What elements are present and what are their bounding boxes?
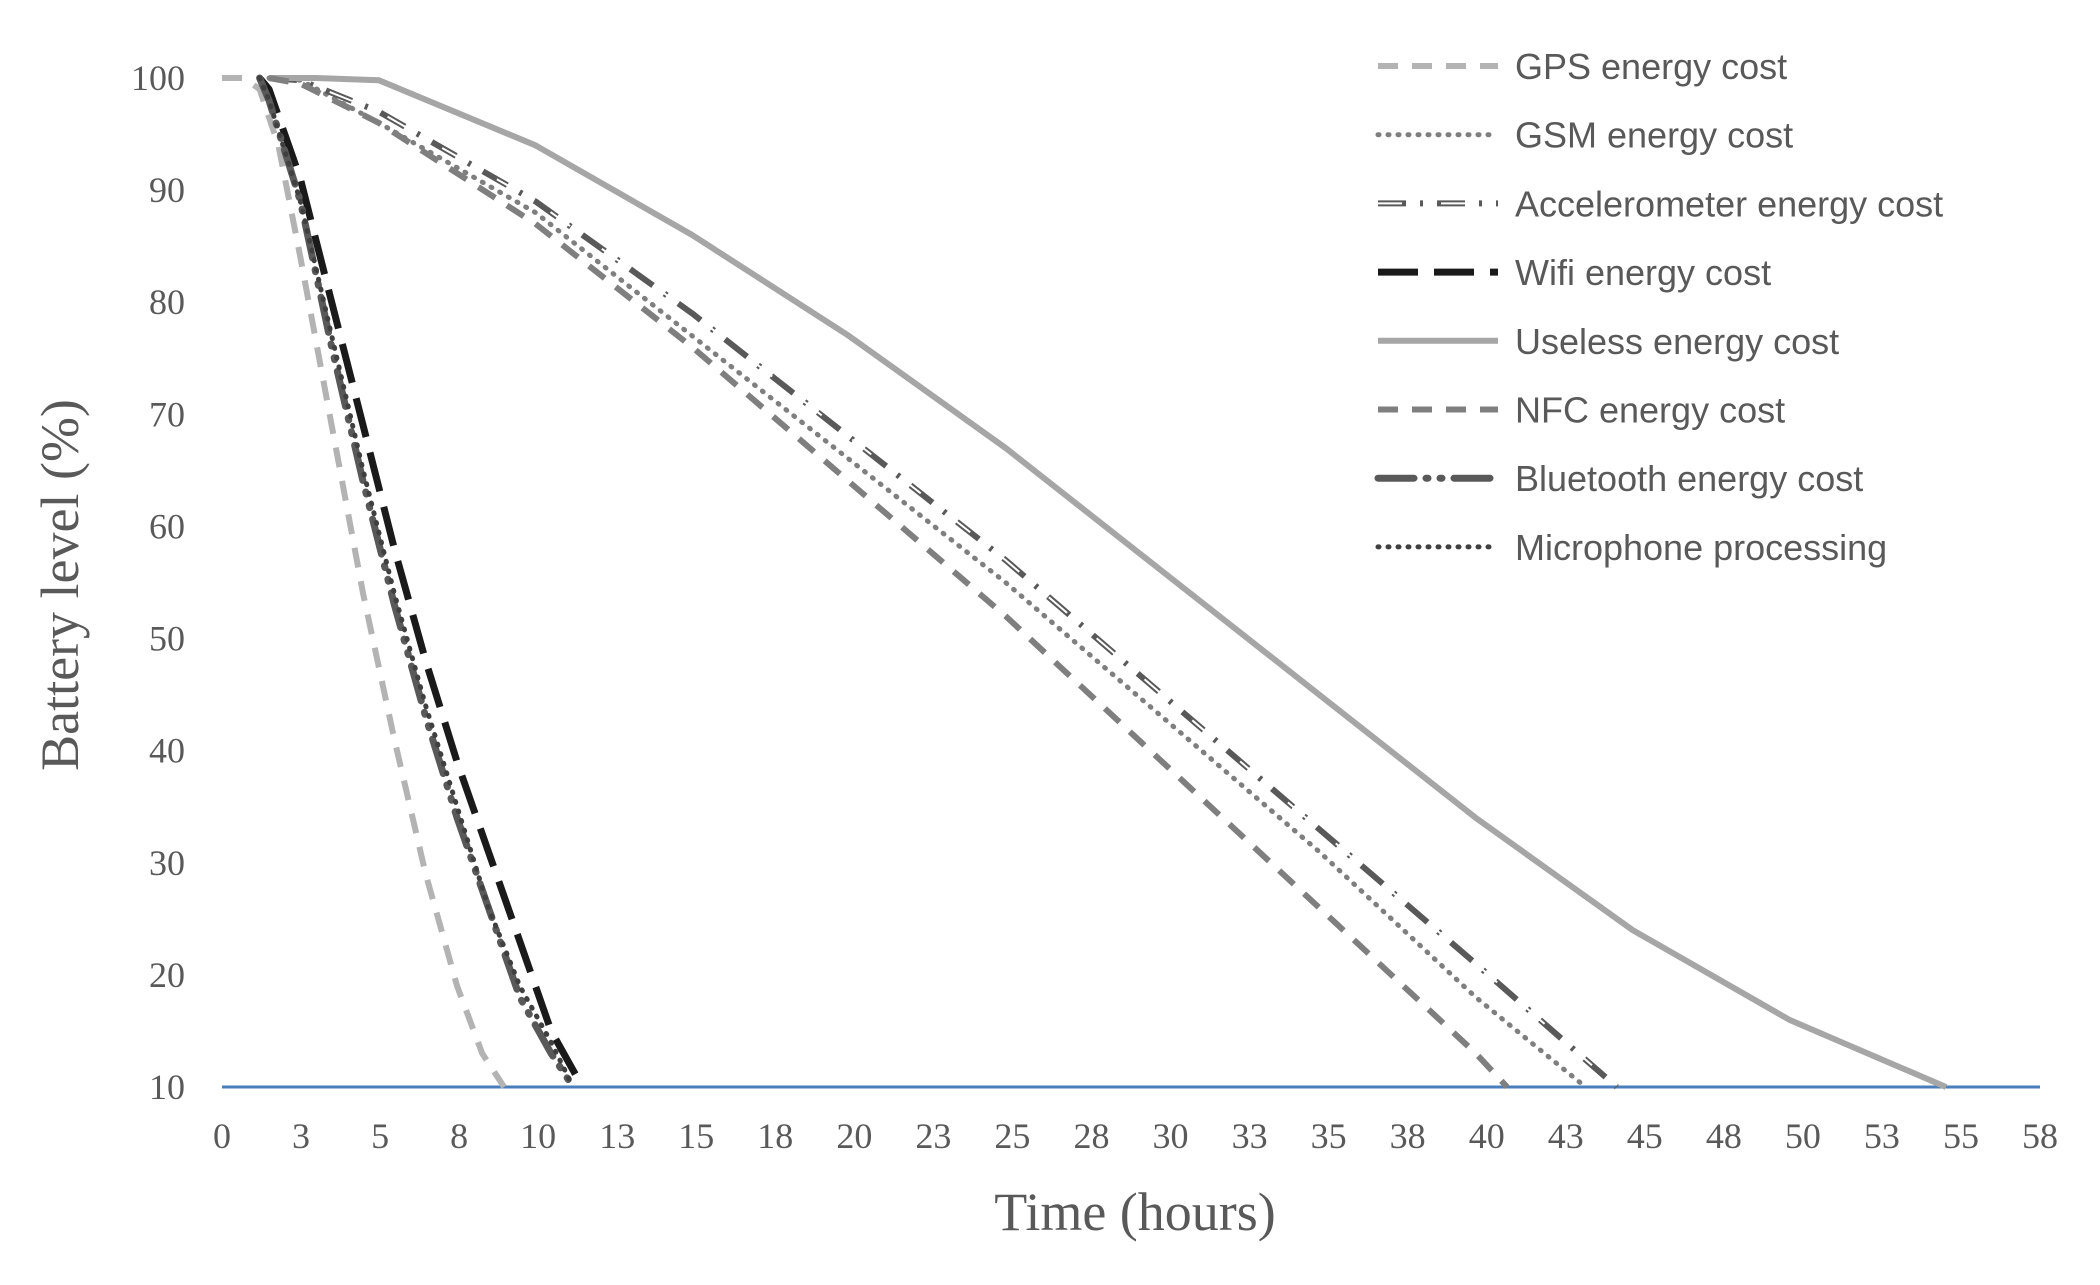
y-tick-label: 20 bbox=[149, 955, 185, 995]
legend-item: NFC energy cost bbox=[1378, 390, 1785, 431]
y-tick-label: 80 bbox=[149, 282, 185, 322]
y-tick-label: 60 bbox=[149, 506, 185, 546]
legend-label: GPS energy cost bbox=[1515, 46, 1787, 87]
legend-item: GSM energy cost bbox=[1375, 115, 1793, 156]
legend-label: Useless energy cost bbox=[1515, 321, 1839, 362]
x-tick-label: 40 bbox=[1469, 1116, 1505, 1156]
x-tick-label: 25 bbox=[994, 1116, 1030, 1156]
legend-label: GSM energy cost bbox=[1515, 115, 1793, 156]
y-tick-label: 50 bbox=[149, 619, 185, 659]
x-axis-title: Time (hours) bbox=[994, 1182, 1276, 1242]
series-line-nfc-energy-cost bbox=[268, 75, 1510, 1090]
y-tick-label: 10 bbox=[149, 1067, 185, 1107]
series-layer bbox=[222, 74, 1948, 1091]
y-tick-label: 70 bbox=[149, 394, 185, 434]
legend-item: Bluetooth energy cost bbox=[1374, 458, 1863, 499]
series-line-useless-energy-cost bbox=[269, 75, 1948, 1090]
x-tick-label: 35 bbox=[1311, 1116, 1347, 1156]
legend-item: Microphone processing bbox=[1375, 527, 1887, 568]
x-axis-ticks: 0 3 5 8 10 13 15 18 20 23 25 28 30 33 35 38 40 43 45 48 50 53… bbox=[213, 1116, 2058, 1156]
legend-item: Accelerometer energy cost bbox=[1378, 183, 1943, 224]
x-tick-label: 18 bbox=[757, 1116, 793, 1156]
x-tick-label: 30 bbox=[1153, 1116, 1189, 1156]
x-tick-label: 38 bbox=[1390, 1116, 1426, 1156]
legend-label: NFC energy cost bbox=[1515, 390, 1785, 431]
x-tick-label: 8 bbox=[450, 1116, 468, 1156]
x-tick-label: 10 bbox=[520, 1116, 556, 1156]
series-line-accelerometer-energy-cost bbox=[268, 75, 1619, 1090]
legend-item: GPS energy cost bbox=[1378, 46, 1787, 87]
x-tick-label: 58 bbox=[2022, 1116, 2058, 1156]
legend-label: Bluetooth energy cost bbox=[1515, 458, 1863, 499]
x-tick-label: 0 bbox=[213, 1116, 231, 1156]
legend: GPS energy cost GSM energy cost Accelerome… bbox=[1374, 46, 1943, 568]
y-axis-ticks: 10 20 30 40 50 60 70 80 90 100 bbox=[131, 58, 185, 1107]
x-tick-label: 45 bbox=[1627, 1116, 1663, 1156]
series-line-microphone-processing bbox=[257, 75, 576, 1090]
legend-label: Wifi energy cost bbox=[1515, 252, 1771, 293]
legend-label: Accelerometer energy cost bbox=[1515, 183, 1943, 224]
x-tick-label: 20 bbox=[836, 1116, 872, 1156]
legend-label: Microphone processing bbox=[1515, 527, 1887, 568]
x-tick-label: 48 bbox=[1706, 1116, 1742, 1156]
series-line-inner-accelerometer-energy-cost bbox=[268, 77, 1618, 1088]
y-tick-label: 30 bbox=[149, 843, 185, 883]
y-tick-label: 90 bbox=[149, 170, 185, 210]
x-tick-label: 15 bbox=[678, 1116, 714, 1156]
series-line-gps-energy-cost bbox=[222, 75, 507, 1089]
x-tick-label: 23 bbox=[915, 1116, 951, 1156]
legend-item: Wifi energy cost bbox=[1378, 252, 1771, 293]
x-tick-label: 13 bbox=[599, 1116, 635, 1156]
y-axis-title: Battery level (%) bbox=[30, 399, 90, 771]
x-tick-label: 33 bbox=[1232, 1116, 1268, 1156]
x-tick-label: 55 bbox=[1943, 1116, 1979, 1156]
x-tick-label: 28 bbox=[1073, 1116, 1109, 1156]
series-line-gsm-energy-cost bbox=[266, 75, 1588, 1090]
y-tick-label: 100 bbox=[131, 58, 185, 98]
x-tick-label: 50 bbox=[1785, 1116, 1821, 1156]
x-tick-label: 43 bbox=[1548, 1116, 1584, 1156]
series-line-wifi-energy-cost bbox=[256, 75, 586, 1089]
legend-item: Useless energy cost bbox=[1378, 321, 1839, 362]
x-tick-label: 5 bbox=[371, 1116, 389, 1156]
x-tick-label: 53 bbox=[1864, 1116, 1900, 1156]
y-tick-label: 40 bbox=[149, 731, 185, 771]
x-tick-label: 3 bbox=[292, 1116, 310, 1156]
